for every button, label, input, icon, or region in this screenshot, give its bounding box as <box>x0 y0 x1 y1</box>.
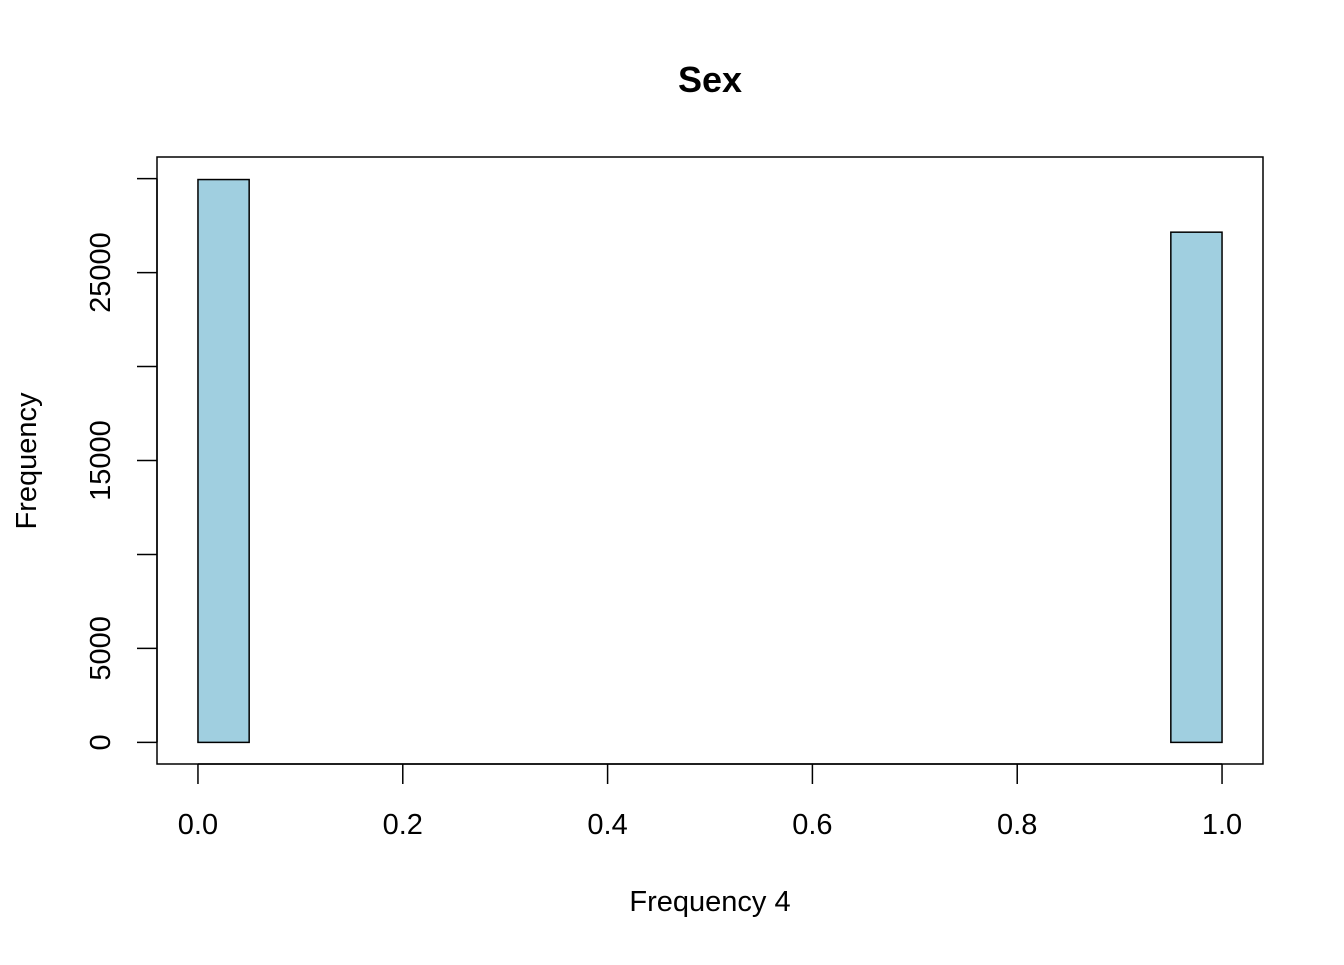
y-axis-label: Frequency <box>11 392 43 530</box>
plot-frame <box>156 156 1264 765</box>
x-tick-label: 0.0 <box>178 809 218 841</box>
histogram-bar <box>197 178 250 744</box>
chart-title: Sex <box>678 59 742 100</box>
y-tick-label: 15000 <box>85 420 117 501</box>
x-tick-label: 0.8 <box>997 809 1037 841</box>
x-tick-label: 1.0 <box>1202 809 1242 841</box>
bars-layer <box>197 178 1223 744</box>
y-tick-label: 0 <box>85 734 117 750</box>
y-axis: 0 5000 15000 25000 <box>85 177 158 750</box>
histogram-bar <box>1170 231 1223 744</box>
x-tick-label: 0.6 <box>792 809 832 841</box>
x-axis-label: Frequency 4 <box>629 886 790 918</box>
x-axis: 0.0 0.2 0.4 0.6 0.8 1.0 <box>178 763 1242 841</box>
y-tick-label: 5000 <box>85 616 117 681</box>
x-tick-label: 0.2 <box>383 809 423 841</box>
x-tick-label: 0.4 <box>587 809 627 841</box>
y-tick-label: 25000 <box>85 232 117 313</box>
